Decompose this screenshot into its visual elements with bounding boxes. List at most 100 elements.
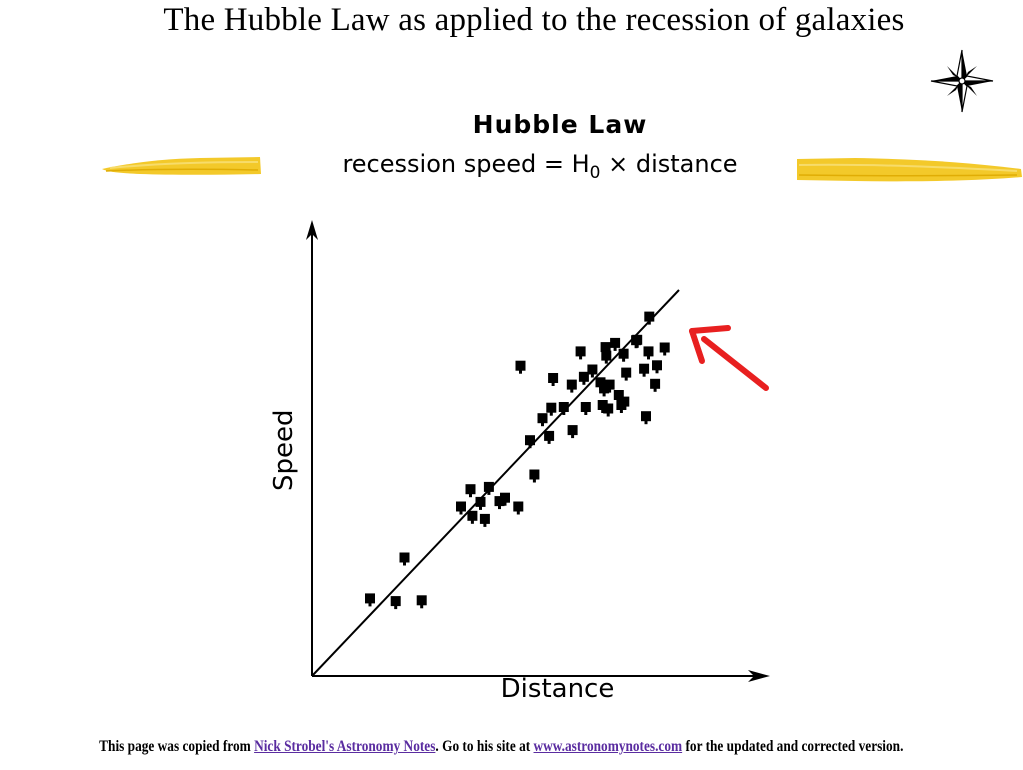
data-point	[652, 360, 662, 371]
data-point	[544, 430, 555, 441]
astronomy-notes-link[interactable]: Nick Strobel's Astronomy Notes	[254, 738, 436, 755]
data-point	[365, 593, 375, 604]
data-point	[618, 348, 629, 359]
arrow-head-upper	[689, 325, 731, 334]
data-point	[456, 501, 466, 512]
chart-title: Hubble Law	[472, 110, 648, 139]
data-point-tail	[403, 561, 406, 566]
data-point-tail	[547, 439, 551, 444]
data-point-tail	[549, 411, 553, 416]
data-point-tail	[420, 604, 424, 609]
data-point-tail	[479, 505, 482, 510]
data-point-tail	[606, 412, 610, 417]
data-point-tail	[619, 409, 623, 413]
data-point	[613, 390, 624, 400]
brush-stroke-left	[102, 157, 261, 175]
data-point	[644, 311, 655, 322]
footer-text-before: This page was copied from	[99, 738, 255, 755]
data-point-tail	[635, 343, 639, 348]
data-point-tail	[602, 392, 606, 397]
chart-axes	[306, 220, 770, 682]
data-point	[639, 363, 650, 374]
data-point-tail	[582, 380, 586, 385]
data-point	[566, 379, 577, 390]
data-point	[467, 510, 478, 521]
x-axis-arrowhead	[748, 670, 770, 682]
data-point-tail	[622, 405, 626, 410]
data-point	[650, 378, 661, 389]
chart-subtitle-suffix: × distance	[600, 150, 738, 178]
data-point-tail	[532, 478, 536, 483]
data-point	[548, 373, 559, 383]
fit-line	[311, 289, 680, 677]
data-point-tail	[368, 602, 372, 607]
data-point	[475, 496, 486, 507]
chart-subtitle: recession speed = H0 × distance	[300, 150, 780, 183]
data-point-tail	[584, 411, 588, 415]
data-point-tail	[394, 605, 398, 610]
arrow-head-lower	[689, 328, 705, 364]
data-point-tail	[487, 490, 491, 495]
data-point	[659, 342, 670, 353]
data-point-tail	[469, 493, 472, 498]
footer-text-middle: . Go to his site at	[435, 738, 534, 755]
compass-star-icon	[930, 49, 994, 113]
brush-stroke-right	[797, 158, 1022, 182]
data-point-tail	[570, 388, 574, 393]
data-point	[578, 371, 589, 382]
data-point-tail	[519, 369, 522, 374]
data-point	[610, 337, 621, 348]
data-point-tail	[503, 501, 507, 506]
footer-credit: This page was copied from Nick Strobel's…	[70, 738, 933, 756]
chart-subtitle-subscript: 0	[589, 162, 601, 183]
data-point	[567, 425, 578, 436]
data-point	[619, 396, 630, 407]
data-point	[599, 383, 610, 394]
data-point-tail	[590, 373, 594, 378]
data-point-tail	[613, 346, 617, 351]
data-point	[597, 400, 608, 410]
data-point	[546, 402, 557, 413]
slide-title: The Hubble Law as applied to the recessi…	[163, 2, 905, 38]
data-point	[416, 595, 427, 606]
arrow-shaft	[701, 336, 769, 391]
data-point	[575, 346, 586, 357]
data-point-tail	[459, 510, 463, 515]
chart-subtitle-prefix: recession speed = H	[342, 150, 590, 178]
astronomynotes-site-link[interactable]: www.astronomynotes.com	[533, 738, 683, 755]
data-point-tail	[528, 444, 532, 449]
data-point	[641, 411, 651, 422]
data-point	[558, 402, 569, 412]
data-point-tail	[663, 351, 667, 356]
data-point-tail	[601, 409, 605, 413]
data-point-tail	[571, 434, 575, 439]
data-point	[537, 413, 548, 424]
data-point-tail	[483, 522, 487, 527]
data-point-tail	[579, 355, 583, 360]
data-point-tail	[541, 422, 544, 427]
data-point-tail	[470, 519, 474, 524]
data-point-tail	[498, 505, 501, 510]
data-point	[600, 342, 611, 353]
data-point	[595, 377, 606, 388]
data-point	[500, 492, 510, 503]
data-point	[587, 364, 598, 375]
data-point	[525, 435, 535, 446]
red-arrow-annotation	[689, 325, 769, 391]
data-point-tail	[622, 357, 626, 362]
data-point	[621, 367, 632, 378]
data-point	[580, 402, 591, 412]
data-points	[365, 311, 670, 610]
data-point	[529, 469, 540, 480]
data-point	[601, 350, 612, 361]
data-point	[603, 403, 614, 414]
data-point	[479, 513, 490, 524]
data-point-tail	[653, 387, 657, 392]
x-axis-label: Distance	[500, 674, 615, 704]
data-point	[604, 379, 615, 390]
data-point	[483, 481, 494, 492]
data-point-tail	[604, 359, 608, 364]
data-point-tail	[608, 388, 612, 393]
data-point	[513, 501, 524, 512]
